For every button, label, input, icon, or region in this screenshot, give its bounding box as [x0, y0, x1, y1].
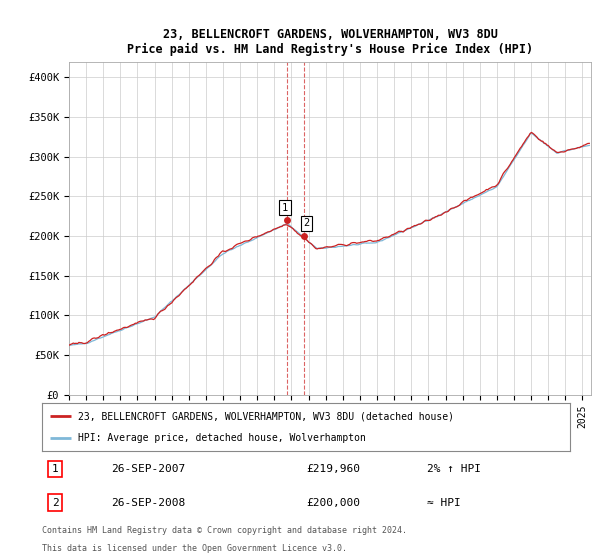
Text: 1: 1 [281, 203, 288, 213]
Text: 23, BELLENCROFT GARDENS, WOLVERHAMPTON, WV3 8DU (detached house): 23, BELLENCROFT GARDENS, WOLVERHAMPTON, … [78, 411, 454, 421]
Text: 26-SEP-2008: 26-SEP-2008 [110, 498, 185, 507]
Title: 23, BELLENCROFT GARDENS, WOLVERHAMPTON, WV3 8DU
Price paid vs. HM Land Registry': 23, BELLENCROFT GARDENS, WOLVERHAMPTON, … [127, 28, 533, 56]
Text: 2% ↑ HPI: 2% ↑ HPI [427, 464, 481, 474]
Text: Contains HM Land Registry data © Crown copyright and database right 2024.: Contains HM Land Registry data © Crown c… [42, 526, 407, 535]
Text: This data is licensed under the Open Government Licence v3.0.: This data is licensed under the Open Gov… [42, 544, 347, 553]
Text: HPI: Average price, detached house, Wolverhampton: HPI: Average price, detached house, Wolv… [78, 433, 366, 443]
Text: £200,000: £200,000 [306, 498, 360, 507]
Text: ≈ HPI: ≈ HPI [427, 498, 461, 507]
Text: £219,960: £219,960 [306, 464, 360, 474]
Text: 26-SEP-2007: 26-SEP-2007 [110, 464, 185, 474]
Text: 2: 2 [52, 498, 59, 507]
Text: 1: 1 [52, 464, 59, 474]
Text: 2: 2 [304, 218, 310, 228]
